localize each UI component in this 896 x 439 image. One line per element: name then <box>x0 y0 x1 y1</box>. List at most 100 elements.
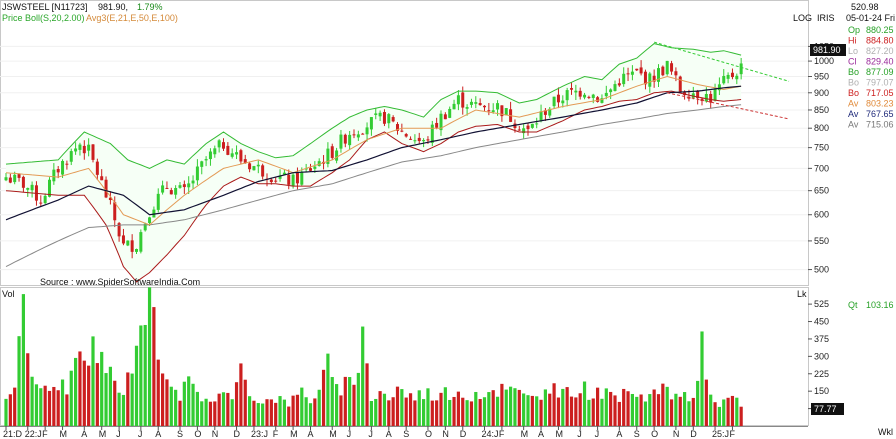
volume-bar[interactable] <box>696 380 700 426</box>
candle[interactable] <box>604 85 608 100</box>
volume-bar[interactable] <box>382 393 387 426</box>
candle[interactable] <box>317 158 321 167</box>
volume-bar[interactable] <box>517 389 521 426</box>
volume-bar[interactable] <box>95 363 99 426</box>
volume-bar[interactable] <box>335 384 339 426</box>
candle[interactable] <box>565 87 569 107</box>
volume-bar[interactable] <box>561 388 565 426</box>
scale-mode-label[interactable]: LOG <box>793 13 812 23</box>
volume-bar[interactable] <box>739 406 743 426</box>
volume-bar[interactable] <box>556 397 561 426</box>
volume-bar[interactable] <box>665 386 669 426</box>
volume-bar[interactable] <box>217 393 221 426</box>
candle[interactable] <box>30 181 34 198</box>
volume-bar[interactable] <box>709 394 713 426</box>
volume-bar[interactable] <box>700 331 704 426</box>
candle[interactable] <box>65 160 69 170</box>
candle[interactable] <box>435 117 439 130</box>
candle[interactable] <box>74 142 78 155</box>
volume-bar[interactable] <box>169 386 173 426</box>
volume-bar[interactable] <box>248 396 252 426</box>
candle[interactable] <box>726 72 730 84</box>
candle[interactable] <box>91 144 95 163</box>
candle[interactable] <box>156 188 160 213</box>
candle[interactable] <box>574 84 578 101</box>
volume-bar[interactable] <box>435 400 439 426</box>
candle[interactable] <box>561 95 565 108</box>
candle[interactable] <box>622 67 626 87</box>
candle[interactable] <box>691 86 695 100</box>
volume-bar[interactable] <box>330 377 334 426</box>
volume-bar[interactable] <box>630 393 634 426</box>
candle[interactable] <box>678 75 682 93</box>
volume-bar[interactable] <box>204 398 208 426</box>
candle[interactable] <box>670 60 674 75</box>
candle[interactable] <box>539 104 543 123</box>
volume-bar[interactable] <box>187 376 191 426</box>
volume-bar[interactable] <box>182 381 186 426</box>
candle[interactable] <box>583 92 587 100</box>
candle[interactable] <box>430 120 434 147</box>
volume-bar[interactable] <box>174 389 178 426</box>
candle[interactable] <box>330 143 334 160</box>
candle[interactable] <box>504 107 508 116</box>
volume-bar[interactable] <box>691 397 695 426</box>
volume-bar[interactable] <box>365 363 369 426</box>
candle[interactable] <box>387 113 391 129</box>
volume-bar[interactable] <box>295 394 300 426</box>
volume-bar[interactable] <box>213 401 217 426</box>
candle[interactable] <box>348 130 352 150</box>
candle[interactable] <box>500 105 504 122</box>
volume-bar[interactable] <box>78 351 82 426</box>
candle[interactable] <box>174 185 178 199</box>
volume-bar[interactable] <box>391 397 395 426</box>
volume-bar[interactable] <box>113 380 117 426</box>
candle[interactable] <box>335 147 339 164</box>
volume-bar[interactable] <box>582 381 587 426</box>
volume-bar[interactable] <box>91 336 95 426</box>
volume-bar[interactable] <box>722 399 726 426</box>
volume-bar[interactable] <box>256 403 260 426</box>
candle[interactable] <box>613 80 617 92</box>
volume-bar[interactable] <box>639 394 643 426</box>
volume-bar[interactable] <box>604 388 608 426</box>
volume-bar[interactable] <box>578 393 582 426</box>
volume-bar[interactable] <box>587 399 591 426</box>
candle[interactable] <box>326 142 330 168</box>
volume-bars[interactable] <box>4 287 743 426</box>
volume-bar[interactable] <box>487 392 491 426</box>
volume-bar[interactable] <box>282 399 286 426</box>
candle[interactable] <box>739 57 743 80</box>
volume-bar[interactable] <box>143 324 147 426</box>
volume-bar[interactable] <box>195 391 199 426</box>
candle[interactable] <box>239 148 243 165</box>
candle[interactable] <box>361 132 365 135</box>
candle[interactable] <box>200 160 204 175</box>
candle[interactable] <box>578 87 582 100</box>
volume-bar[interactable] <box>26 353 30 426</box>
volume-bar[interactable] <box>522 393 526 426</box>
volume-bar[interactable] <box>404 397 408 426</box>
candle[interactable] <box>517 125 521 131</box>
candle[interactable] <box>487 102 491 116</box>
candle[interactable] <box>213 145 217 158</box>
volume-bar[interactable] <box>478 399 482 426</box>
volume-bar[interactable] <box>47 390 52 426</box>
volume-bar[interactable] <box>596 387 600 426</box>
volume-bar[interactable] <box>178 400 182 426</box>
candle[interactable] <box>130 234 134 259</box>
candle[interactable] <box>21 175 25 193</box>
candle[interactable] <box>78 142 82 156</box>
volume-bar[interactable] <box>287 406 291 426</box>
volume-bar[interactable] <box>82 360 86 426</box>
volume-bar[interactable] <box>147 287 152 426</box>
volume-bar[interactable] <box>378 391 382 426</box>
candle[interactable] <box>195 159 199 186</box>
volume-bar[interactable] <box>274 402 278 426</box>
volume-bar[interactable] <box>535 396 539 426</box>
volume-bar[interactable] <box>408 393 413 426</box>
candle[interactable] <box>256 160 260 174</box>
volume-bar[interactable] <box>574 397 578 426</box>
volume-bar[interactable] <box>308 403 313 426</box>
volume-bar[interactable] <box>104 373 108 426</box>
